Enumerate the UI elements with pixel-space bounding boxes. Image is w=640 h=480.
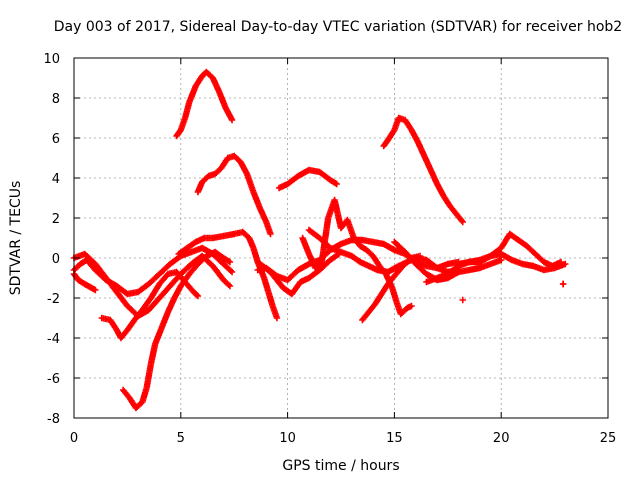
x-tick-label: 0 bbox=[70, 431, 78, 446]
plot-frame bbox=[73, 57, 609, 419]
data-point bbox=[228, 116, 236, 124]
series-arc-7 bbox=[194, 152, 274, 238]
y-tick-label: 10 bbox=[43, 52, 60, 67]
data-layer bbox=[70, 68, 569, 412]
series-arc-16 bbox=[391, 238, 505, 284]
data-point bbox=[498, 256, 505, 264]
data-point bbox=[408, 302, 415, 310]
y-tick-label: 2 bbox=[52, 212, 60, 227]
tick-layer: 0 5 10 15 20 25 -8 -6 -4 -2 0 2 4 6 8 10 bbox=[43, 52, 616, 446]
grid-layer bbox=[74, 58, 608, 418]
data-point bbox=[193, 291, 201, 299]
data-point bbox=[194, 292, 202, 300]
data-point bbox=[226, 258, 234, 266]
series-arc-8 bbox=[175, 228, 281, 322]
series-arc-19 bbox=[459, 280, 567, 304]
y-tick-label: -6 bbox=[47, 372, 60, 387]
x-axis-label: GPS time / hours bbox=[282, 458, 399, 474]
series-arc-4 bbox=[98, 268, 202, 342]
x-tick-label: 10 bbox=[279, 431, 296, 446]
y-tick-label: 4 bbox=[52, 172, 60, 187]
data-point bbox=[227, 267, 235, 275]
data-point bbox=[459, 296, 466, 304]
data-point bbox=[226, 282, 234, 290]
data-point bbox=[333, 180, 340, 188]
data-point bbox=[228, 268, 236, 276]
y-tick-label: 6 bbox=[52, 132, 60, 147]
series-arc-15 bbox=[380, 114, 466, 226]
data-point bbox=[92, 286, 99, 294]
x-tick-label: 5 bbox=[177, 431, 185, 446]
data-point bbox=[459, 218, 466, 226]
x-tick-label: 20 bbox=[493, 431, 510, 446]
series-arc-5 bbox=[119, 248, 234, 412]
y-axis-label: SDTVAR / TECUs bbox=[8, 181, 24, 296]
y-tick-label: 0 bbox=[52, 252, 60, 267]
chart-title: Day 003 of 2017, Sidereal Day-to-day VTE… bbox=[54, 19, 622, 35]
data-point bbox=[562, 260, 569, 268]
series-arc-3 bbox=[70, 270, 99, 294]
x-tick-label: 25 bbox=[600, 431, 617, 446]
series-arc-18 bbox=[455, 250, 569, 274]
series-arc-11 bbox=[275, 166, 340, 192]
y-tick-label: -4 bbox=[47, 332, 60, 347]
data-point bbox=[273, 314, 281, 322]
data-point bbox=[225, 281, 232, 288]
data-point bbox=[458, 217, 465, 224]
y-tick-label: -8 bbox=[47, 412, 60, 427]
x-tick-label: 15 bbox=[386, 431, 403, 446]
data-point bbox=[559, 280, 567, 288]
series-arc-14 bbox=[359, 252, 424, 324]
series-arc-6 bbox=[173, 68, 236, 140]
y-tick-label: -2 bbox=[47, 292, 60, 307]
y-tick-label: 8 bbox=[52, 92, 60, 107]
data-point bbox=[416, 252, 424, 260]
series-arc-2 bbox=[70, 250, 234, 320]
series-arc-10 bbox=[254, 250, 343, 298]
data-point bbox=[267, 230, 274, 238]
